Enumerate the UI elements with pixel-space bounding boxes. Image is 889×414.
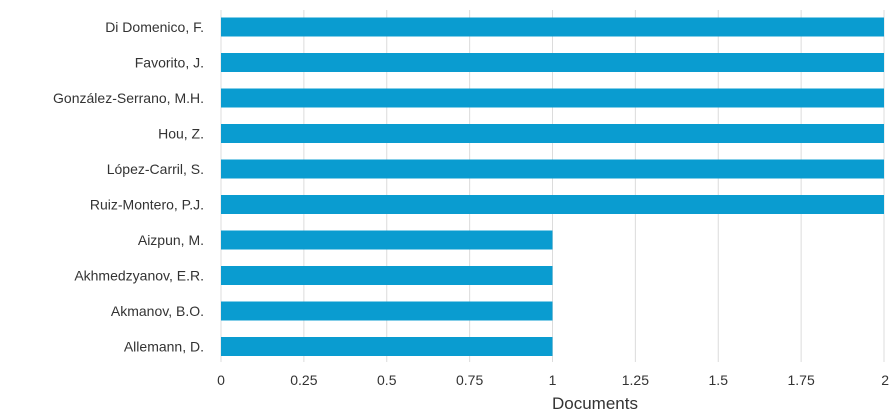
bar[interactable] xyxy=(221,301,553,321)
category-label: González-Serrano, M.H. xyxy=(53,90,204,106)
bar[interactable] xyxy=(221,88,884,108)
x-tick-label: 0 xyxy=(217,372,225,388)
category-label: Favorito, J. xyxy=(135,55,204,71)
bar[interactable] xyxy=(221,124,884,143)
x-tick-label: 1.75 xyxy=(788,372,815,388)
bar[interactable] xyxy=(221,195,884,214)
category-label: Hou, Z. xyxy=(158,126,204,142)
bar[interactable] xyxy=(221,230,553,250)
bar[interactable] xyxy=(221,159,884,179)
x-tick-label: 1.5 xyxy=(709,372,729,388)
category-label: Di Domenico, F. xyxy=(105,19,204,35)
category-label: Akhmedzyanov, E.R. xyxy=(74,268,204,284)
bar[interactable] xyxy=(221,17,884,37)
category-label: López-Carril, S. xyxy=(107,161,204,177)
category-label: Ruiz-Montero, P.J. xyxy=(90,197,204,213)
category-label: Allemann, D. xyxy=(124,339,204,355)
category-label: Akmanov, B.O. xyxy=(111,303,204,319)
x-tick-labels: 0 0.25 0.5 0.75 1 1.25 1.5 1.75 2 xyxy=(217,372,889,388)
x-axis-title: Documents xyxy=(552,394,638,413)
x-tick-label: 1.25 xyxy=(622,372,649,388)
x-tick-label: 0.25 xyxy=(290,372,317,388)
category-labels: Di Domenico, F. Favorito, J. González-Serr… xyxy=(53,19,204,355)
x-tick-label: 2 xyxy=(881,372,889,388)
x-tick-label: 1 xyxy=(549,372,557,388)
bars xyxy=(221,17,884,356)
x-tick-label: 0.5 xyxy=(377,372,397,388)
bar[interactable] xyxy=(221,337,553,356)
category-label: Aizpun, M. xyxy=(138,232,204,248)
x-tick-label: 0.75 xyxy=(456,372,483,388)
bar[interactable] xyxy=(221,53,884,72)
bar[interactable] xyxy=(221,266,553,285)
